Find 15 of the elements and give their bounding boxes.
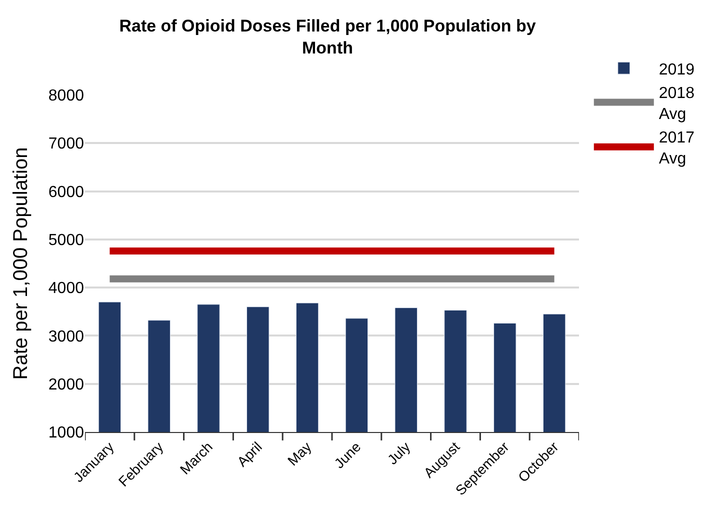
legend-label: 2017 Avg [658, 130, 695, 168]
y-tick-label: 7000 [48, 136, 84, 153]
y-tick-label: 4000 [48, 280, 84, 298]
y-tick-label: 5000 [48, 232, 84, 250]
y-axis-title: Rate per 1,000 Population [10, 147, 32, 380]
legend-label: 2018 Avg [658, 85, 695, 123]
legend-label: 2019 [658, 61, 695, 78]
y-tick-label: 3000 [48, 328, 84, 346]
x-tick-label: July [384, 438, 414, 468]
y-tick-label: 8000 [48, 88, 84, 105]
y-tick-label: 1000 [48, 424, 84, 442]
chart-title: Rate of Opioid Doses Filled per 1,000 Population by Month [119, 16, 536, 58]
x-tick-label: May [284, 438, 314, 469]
y-tick-label: 2000 [48, 376, 84, 394]
y-tick-label: 6000 [48, 184, 84, 201]
